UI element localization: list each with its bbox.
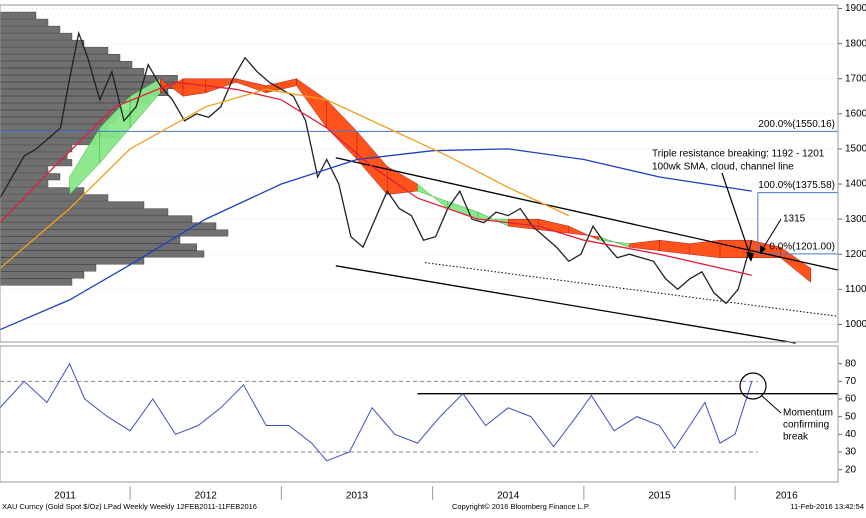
highlight-circle [739,372,767,400]
series-line [0,148,752,331]
rsi-tick-label: 60 [845,394,857,405]
fib-label: 100.0%(1375.58) [758,180,835,191]
fib-label: 200.0%(1550.16) [758,119,835,130]
annotation: Triple resistance breaking: 1192 - 1201 [652,149,825,160]
volume-bar [0,173,61,181]
annotation: 1315 [783,214,806,225]
x-tick-label: 2014 [497,491,520,502]
price-panel [0,4,839,343]
rsi-tick-label: 20 [845,464,857,475]
series-line [0,81,752,276]
volume-bar [0,194,109,202]
x-tick-label: 2016 [775,491,798,502]
rsi-tick-label: 70 [845,376,857,387]
volume-bar [0,89,169,96]
volume-bar [0,166,49,174]
arrow [761,218,782,251]
volume-bar [0,187,85,195]
volume-bar [0,39,85,47]
volume-bar [0,46,109,54]
rsi-tick-label: 30 [845,447,857,458]
volume-bar [0,229,229,237]
footer: 11-Feb-2016 13:42:54 [790,502,864,511]
volume-bar [0,208,169,216]
volume-bar [0,25,61,33]
volume-bar [0,18,49,26]
rsi-tick-label: 50 [845,411,857,422]
volume-bar [0,60,133,68]
arrow [721,172,752,259]
y-tick-label: 1300 [845,214,866,225]
rsi-tick-label: 80 [845,358,857,369]
rsi-panel [0,345,839,483]
y-tick-label: 1800 [845,38,866,49]
y-tick-label: 1200 [845,249,866,260]
trendline [424,262,839,317]
volume-bar [0,159,73,167]
volume-bar [0,222,217,230]
volume-bar [0,103,121,111]
x-tick-label: 2013 [346,491,369,502]
x-tick-label: 2011 [54,491,76,502]
series-line [0,30,753,305]
footer: XAU Curncy (Gold Spot $/Oz) LPad Weekly … [2,502,257,511]
annotation: 100wk SMA, cloud, channel line [652,162,794,173]
volume-bar [0,257,145,265]
fib-label: 0.0%(1201.00) [769,242,835,253]
x-tick-label: 2015 [648,491,671,502]
annotation: break [783,432,809,443]
trendline [335,265,796,344]
volume-bar [0,180,49,188]
rsi-line [0,362,753,462]
trendline [335,157,839,271]
y-tick-label: 1700 [845,73,866,84]
y-tick-label: 1500 [845,144,866,155]
rsi-tick-label: 40 [845,429,857,440]
volume-bar [0,201,145,209]
volume-bar [0,243,198,251]
volume-bar [0,250,205,258]
y-tick-label: 1900 [845,3,866,14]
y-tick-label: 1100 [845,284,866,295]
volume-bar [0,264,97,272]
volume-bar [0,32,73,40]
arrow-head [760,245,766,254]
volume-bar [0,271,85,279]
series-line [0,88,570,269]
y-tick-label: 1400 [845,179,866,190]
arrow-head [746,252,754,262]
volume-bar [0,152,68,160]
arrow [761,395,782,414]
footer: Copyright© 2016 Bloomberg Finance L.P. [452,502,590,511]
annotation: Momentum [783,408,833,419]
volume-bar [0,75,178,82]
volume-bar [0,236,181,244]
volume-bar [0,278,73,286]
x-tick-label: 2012 [195,491,218,502]
volume-bar [0,215,193,223]
cloud-segment [780,246,812,283]
volume-bar [0,11,37,19]
volume-bar [0,53,121,61]
annotation: confirming [783,420,829,431]
y-tick-label: 1600 [845,108,866,119]
y-tick-label: 1000 [845,319,866,330]
